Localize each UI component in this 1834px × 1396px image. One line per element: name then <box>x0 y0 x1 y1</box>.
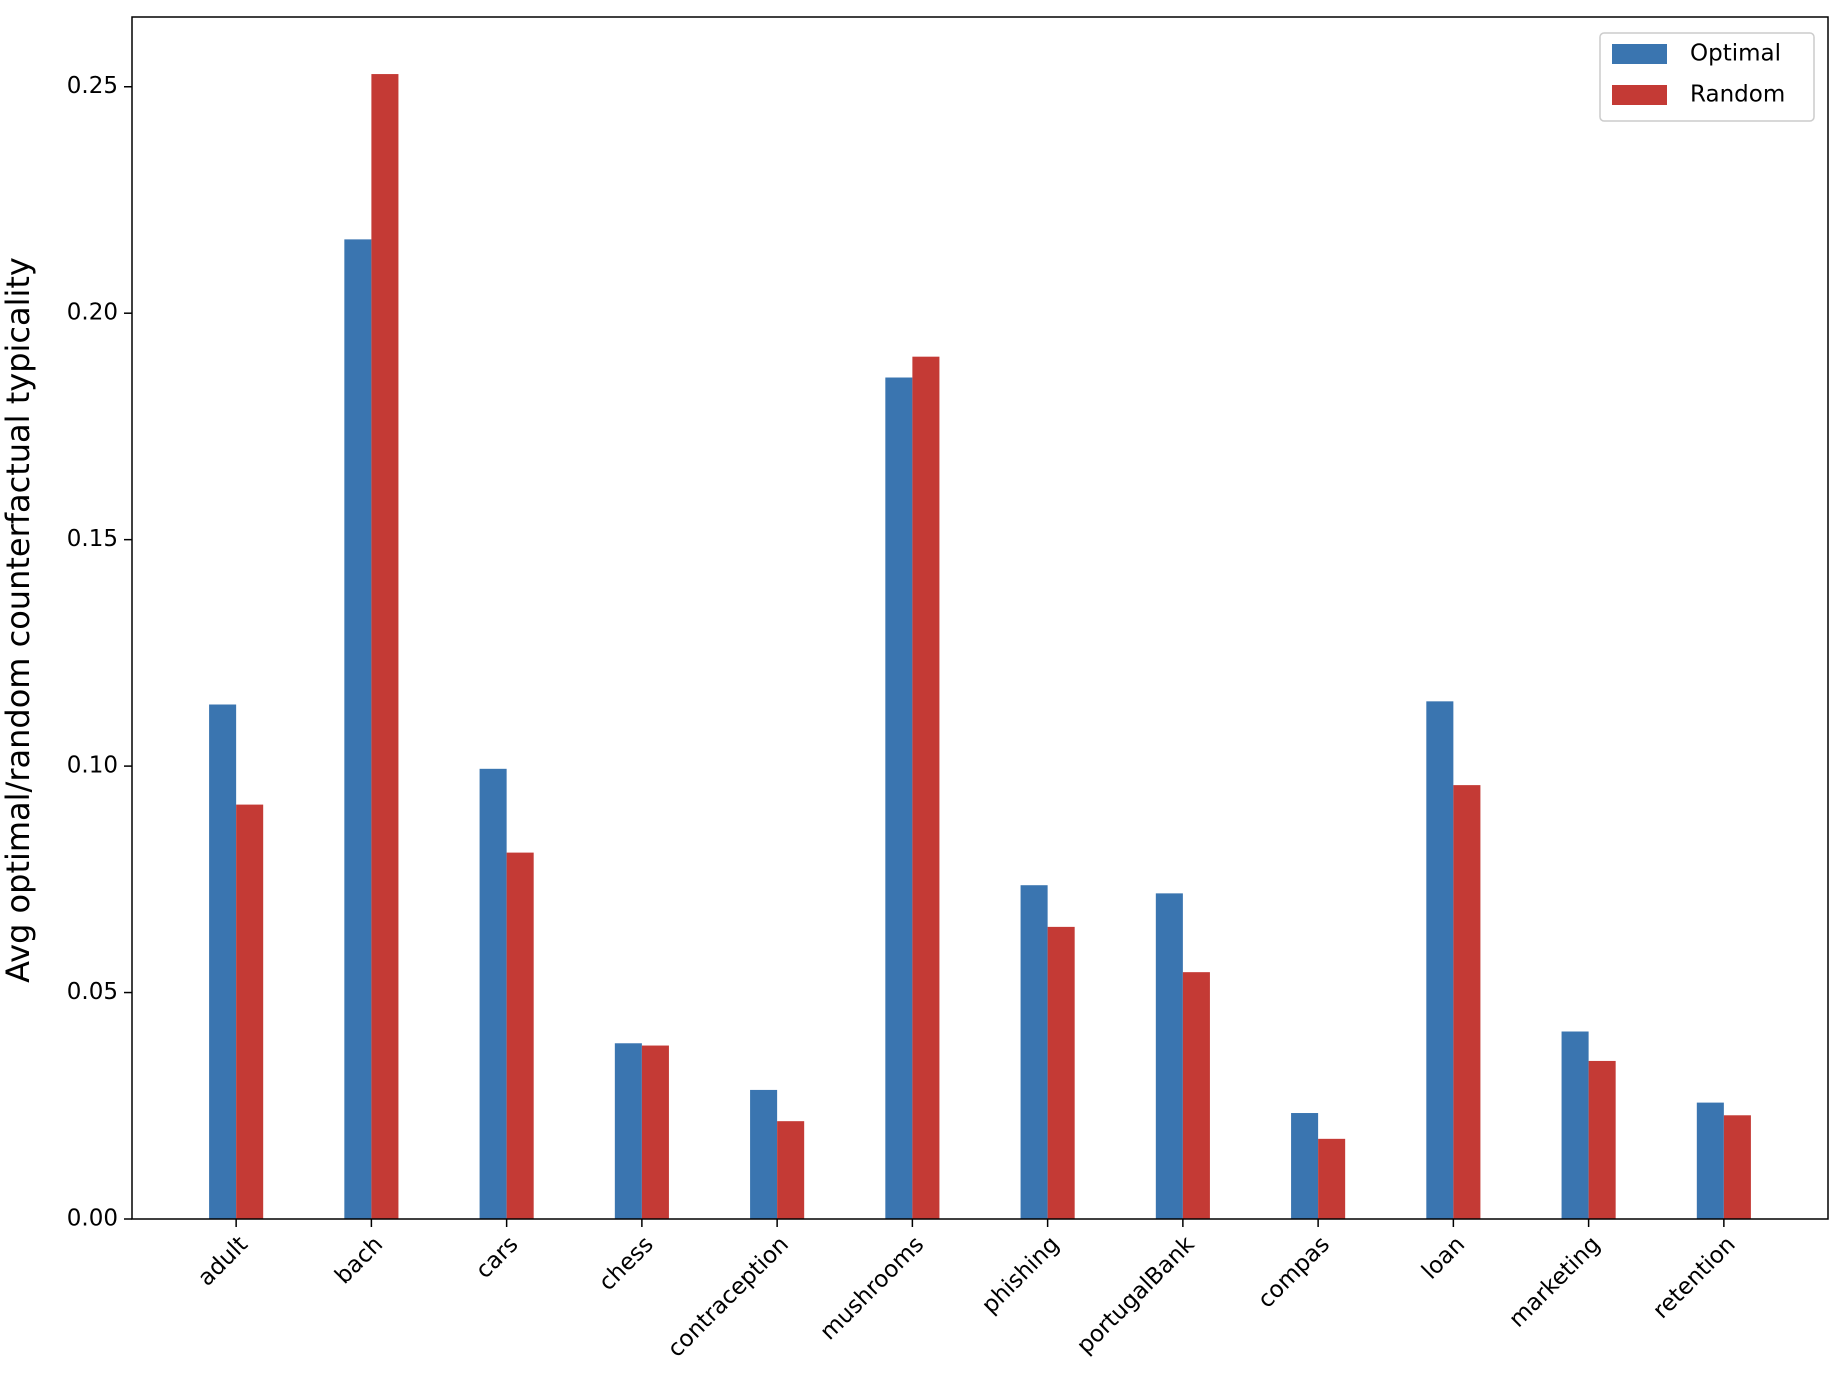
x-tick-label: loan <box>1417 1231 1470 1284</box>
y-tick-label: 0.15 <box>67 526 118 552</box>
legend-swatch <box>1612 44 1667 64</box>
bar <box>1020 885 1048 1219</box>
bar <box>236 804 264 1219</box>
bar <box>885 377 913 1220</box>
bar <box>1453 785 1481 1219</box>
bar <box>371 74 399 1220</box>
y-axis-label: Avg optimal/random counterfactual typica… <box>0 257 37 983</box>
bar <box>750 1089 778 1219</box>
x-tick-label: phishing <box>977 1231 1064 1318</box>
bar <box>912 356 940 1219</box>
y-tick-label: 0.00 <box>67 1206 118 1232</box>
bar <box>1723 1115 1751 1219</box>
x-tick-label: portugalBank <box>1072 1231 1200 1359</box>
bar <box>1182 972 1210 1219</box>
bar <box>1047 926 1075 1219</box>
bar <box>1588 1060 1616 1219</box>
bar <box>1696 1102 1724 1219</box>
x-tick-label: retention <box>1648 1231 1741 1324</box>
x-tick-label: chess <box>594 1231 659 1296</box>
y-tick-label: 0.20 <box>67 300 118 326</box>
bar <box>209 704 237 1219</box>
legend-swatch <box>1612 85 1667 105</box>
y-tick-label: 0.25 <box>67 73 118 99</box>
bar <box>506 852 534 1219</box>
bar <box>1318 1138 1346 1219</box>
x-tick-label: cars <box>471 1231 523 1283</box>
bar <box>614 1043 642 1219</box>
plot-frame <box>131 16 1829 1220</box>
bar <box>1155 893 1183 1219</box>
y-tick-label: 0.10 <box>67 753 118 779</box>
legend-label: Optimal <box>1690 41 1781 67</box>
bar <box>344 239 372 1220</box>
bar <box>1426 701 1454 1219</box>
bar <box>641 1045 669 1219</box>
x-tick-label: adult <box>193 1231 253 1291</box>
x-tick-label: contraception <box>663 1231 794 1362</box>
bar <box>479 768 507 1219</box>
bar <box>1561 1031 1589 1219</box>
legend-label: Random <box>1690 82 1785 108</box>
bar <box>1291 1113 1319 1219</box>
bar <box>777 1121 805 1219</box>
x-tick-label: marketing <box>1504 1231 1605 1332</box>
y-tick-label: 0.05 <box>67 979 118 1005</box>
x-tick-label: mushrooms <box>815 1231 929 1345</box>
x-tick-label: bach <box>330 1231 388 1289</box>
x-tick-label: compas <box>1253 1231 1335 1313</box>
